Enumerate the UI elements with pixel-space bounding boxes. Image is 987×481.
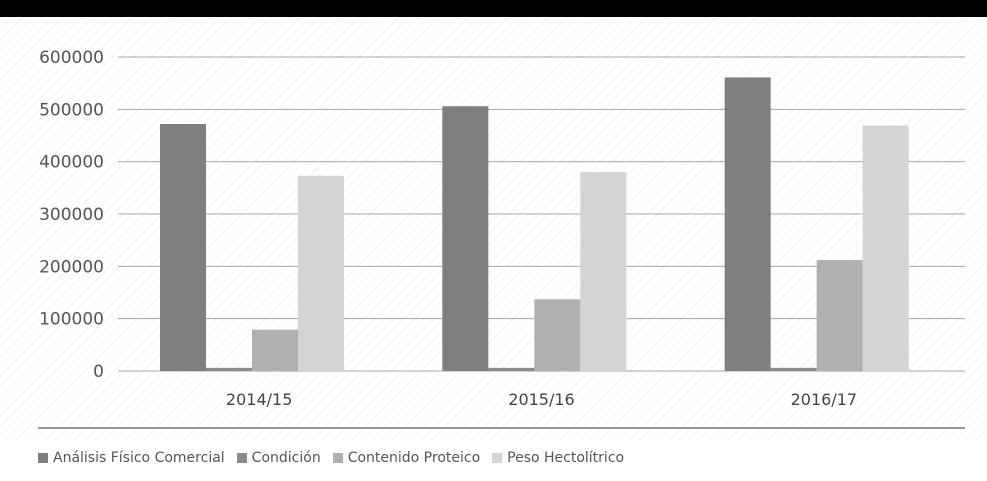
x-category-label: 2016/17: [791, 390, 857, 409]
bar: [724, 77, 771, 371]
bar: [252, 329, 298, 371]
bar: [534, 299, 581, 371]
bar: [442, 106, 489, 372]
x-category-label: 2014/15: [226, 390, 292, 409]
legend-item: Análisis Físico Comercial: [38, 450, 225, 466]
y-tick-label: 0: [93, 362, 104, 382]
legend-label: Análisis Físico Comercial: [53, 450, 225, 466]
bar: [862, 125, 909, 371]
y-tick-label: 300000: [39, 205, 104, 225]
legend-label: Peso Hectolítrico: [507, 450, 625, 466]
legend-swatch: [38, 453, 48, 463]
bar: [580, 172, 627, 371]
y-tick-label: 500000: [39, 100, 104, 120]
legend-item: Condición: [236, 450, 321, 466]
legend-label: Contenido Proteico: [347, 450, 481, 466]
legend-item: Contenido Proteico: [332, 450, 481, 466]
top-bar: [0, 0, 987, 17]
y-tick-label: 600000: [39, 48, 104, 68]
legend-swatch: [236, 453, 247, 463]
bar: [298, 175, 344, 371]
bar: [206, 367, 252, 371]
x-category-label: 2015/16: [508, 390, 574, 409]
legend: Análisis Físico Comercial Condición Conten…: [38, 448, 624, 468]
y-tick-label: 100000: [39, 310, 104, 330]
bar: [160, 123, 206, 371]
y-tick-label: 400000: [39, 153, 104, 173]
y-tick-label: 200000: [39, 257, 104, 277]
legend-swatch: [492, 453, 503, 463]
bar: [816, 260, 863, 371]
legend-label: Condición: [251, 450, 321, 466]
legend-swatch: [332, 453, 343, 463]
legend-item: Peso Hectolítrico: [492, 450, 624, 466]
plot-background: [0, 17, 987, 440]
bar: [488, 367, 535, 371]
bar: [770, 367, 817, 371]
